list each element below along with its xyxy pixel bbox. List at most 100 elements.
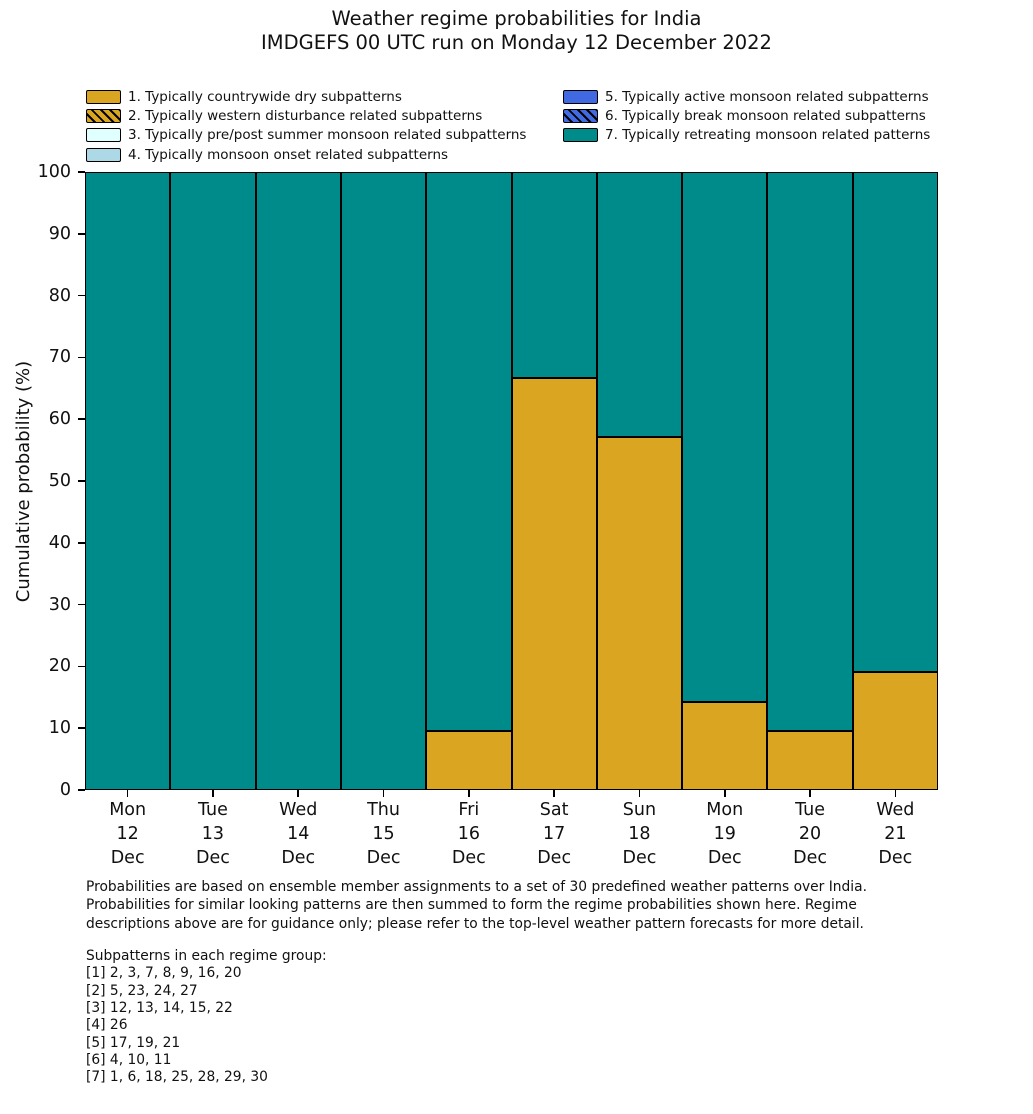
x-tick-mark (894, 790, 897, 797)
x-tick-label: Wed 14 Dec (256, 798, 341, 870)
x-tick-label-line: Thu (367, 800, 400, 820)
bar-segment-regime-1 (426, 731, 512, 790)
subpatterns-row: [5] 17, 19, 21 (86, 1034, 181, 1051)
x-tick-label-line: 17 (543, 824, 566, 844)
y-tick-mark (78, 356, 85, 359)
y-tick-label: 60 (48, 409, 71, 430)
x-tick-label: Sun 18 Dec (597, 798, 682, 870)
x-tick-label-line: Dec (366, 848, 401, 868)
legend-swatch (86, 128, 121, 143)
x-tick-label-line: Dec (537, 848, 572, 868)
y-tick-mark (78, 418, 85, 420)
bar-segment-regime-1 (682, 702, 767, 790)
legend-item: 2. Typically western disturbance related… (86, 106, 526, 125)
x-tick-mark (638, 790, 641, 797)
legend-label: 6. Typically break monsoon related subpa… (605, 108, 926, 125)
x-tick-label: Mon 19 Dec (682, 798, 767, 870)
x-tick-label-line: 15 (372, 824, 395, 844)
bar-segment-regime-7 (341, 172, 426, 790)
x-tick-label-line: 20 (798, 824, 822, 844)
legend-label: 3. Typically pre/post summer monsoon rel… (128, 127, 527, 144)
bar-segment-regime-1 (853, 672, 938, 790)
x-tick-label-line: Dec (878, 848, 913, 868)
subpatterns-row: [4] 26 (86, 1017, 128, 1034)
x-tick-mark (553, 790, 555, 797)
y-tick-label: 0 (59, 780, 71, 800)
subpatterns-row: [3] 12, 13, 14, 15, 22 (86, 1000, 233, 1017)
x-tick-label-line: Wed (279, 800, 318, 820)
bar-segment-regime-1 (512, 378, 597, 790)
bar-segment-regime-7 (426, 172, 512, 731)
x-tick-label: Wed 21 Dec (853, 798, 938, 870)
y-tick-label: 90 (48, 223, 71, 244)
legend-item: 4. Typically monsoon onset related subpa… (86, 145, 526, 164)
x-tick-mark (723, 790, 726, 797)
y-tick-label: 40 (48, 532, 71, 553)
legend-swatch (563, 128, 598, 143)
x-tick-label-line: 14 (287, 824, 310, 844)
legend-column-left: 1. Typically countrywide dry subpatterns… (86, 87, 526, 165)
x-tick-label-line: Tue (197, 800, 228, 820)
legend-label: 4. Typically monsoon onset related subpa… (128, 146, 449, 163)
bar-segment-regime-7 (170, 172, 256, 790)
x-tick-label: Thu 15 Dec (341, 798, 426, 870)
subpatterns-row: [6] 4, 10, 11 (86, 1052, 172, 1069)
x-tick-label-line: Dec (110, 848, 145, 868)
bar-segment-regime-7 (256, 172, 341, 790)
x-tick-label-line: Sun (622, 800, 657, 820)
bar-segment-regime-7 (85, 172, 170, 790)
footnote: Probabilities are based on ensemble memb… (86, 878, 986, 933)
bar-segment-regime-7 (512, 172, 597, 378)
legend-item: 6. Typically break monsoon related subpa… (563, 106, 930, 125)
footnote-line: Probabilities for similar looking patter… (86, 897, 857, 914)
x-tick-mark (468, 790, 470, 797)
footnote-line: descriptions above are for guidance only… (86, 915, 864, 932)
legend-label: 2. Typically western disturbance related… (128, 108, 483, 125)
x-tick-label-line: 21 (884, 824, 907, 844)
legend-label: 7. Typically retreating monsoon related … (605, 127, 931, 144)
x-tick-label-line: 18 (628, 824, 651, 844)
subpatterns-row: [2] 5, 23, 24, 27 (86, 982, 198, 999)
y-tick-mark (78, 542, 85, 544)
x-tick-label: Mon 12 Dec (85, 798, 170, 870)
x-tick-label-line: Dec (451, 848, 486, 868)
x-tick-mark (382, 790, 385, 797)
x-tick-mark (126, 790, 129, 797)
x-tick-label-line: Fri (458, 800, 480, 820)
legend-swatch (563, 89, 598, 104)
x-tick-label-line: 19 (713, 824, 736, 844)
x-tick-label-line: 16 (457, 824, 480, 844)
y-tick-label: 30 (48, 594, 71, 615)
chart-title-line2: IMDGEFS 00 UTC run on Monday 12 December… (261, 30, 772, 54)
y-tick-mark (78, 603, 85, 606)
subpatterns-header: Subpatterns in each regime group: (86, 948, 327, 964)
legend-column-right: 5. Typically active monsoon related subp… (563, 87, 930, 145)
x-tick-label-line: Mon (109, 800, 147, 820)
bar-segment-regime-1 (767, 731, 853, 790)
plot-area: 0 10 20 30 40 50 60 70 80 90 100 Mon 12 Dec Tue 13 Dec We… (38, 162, 938, 868)
y-tick-mark (78, 789, 85, 791)
x-tick-label: Tue 20 Dec (768, 798, 853, 870)
x-tick-mark (809, 790, 811, 797)
legend-swatch (86, 109, 121, 124)
y-tick-mark (78, 171, 85, 173)
y-tick-label: 20 (48, 656, 71, 677)
bar-segment-regime-7 (853, 172, 938, 672)
x-tick-label: Tue 13 Dec (170, 798, 255, 870)
x-tick-mark (212, 790, 214, 797)
legend-item: 3. Typically pre/post summer monsoon rel… (86, 126, 526, 145)
legend-swatch (86, 89, 121, 104)
x-tick-label-line: Mon (706, 800, 744, 820)
legend-item: 1. Typically countrywide dry subpatterns (86, 87, 526, 106)
x-tick-label-line: Wed (876, 800, 915, 820)
bar-segment-regime-7 (767, 172, 853, 731)
x-tick-label-line: Dec (793, 848, 827, 868)
x-tick-label-line: Sat (539, 800, 569, 820)
legend-label: 5. Typically active monsoon related subp… (605, 88, 929, 105)
x-tick-label-line: Dec (281, 848, 316, 868)
chart-title-line1: Weather regime probabilities for India (331, 7, 702, 30)
bar-segment-regime-1 (597, 437, 682, 790)
subpatterns-list: Subpatterns in each regime group: [1] 2,… (86, 948, 686, 1087)
legend-swatch (86, 147, 121, 162)
